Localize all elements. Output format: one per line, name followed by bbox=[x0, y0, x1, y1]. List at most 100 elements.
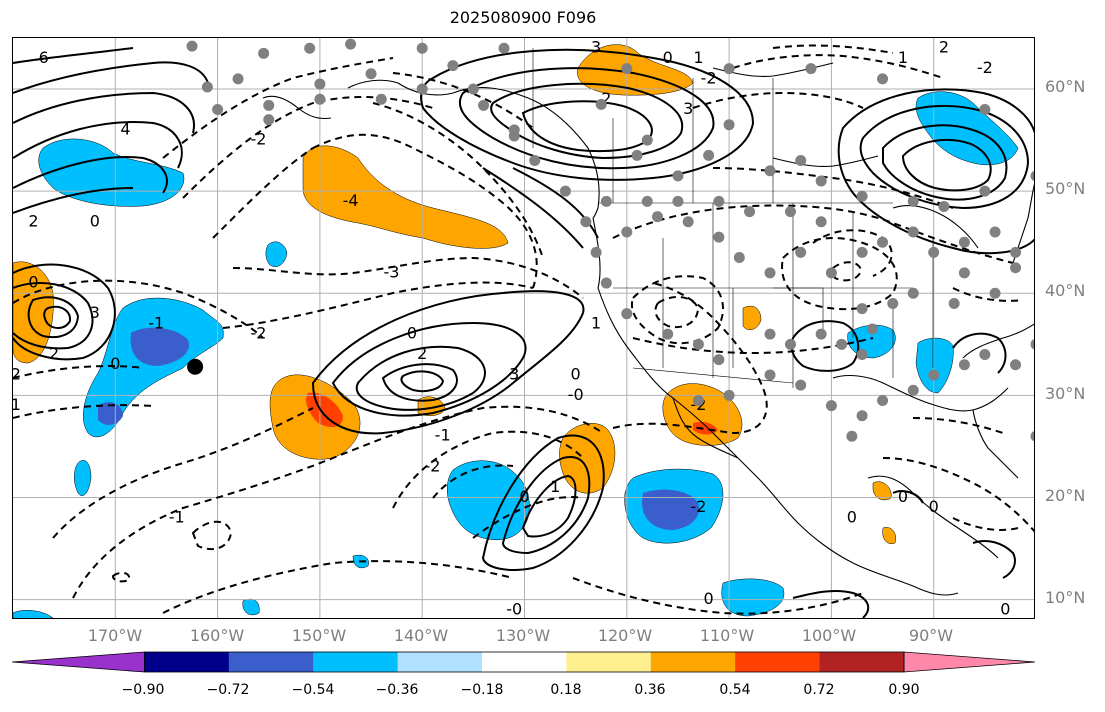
contour-label: -0 bbox=[506, 599, 522, 618]
contour-label: 2 bbox=[939, 38, 949, 57]
station-marker bbox=[641, 195, 653, 207]
station-marker bbox=[836, 338, 848, 350]
contour-label: -2 bbox=[251, 324, 267, 343]
station-marker bbox=[559, 185, 571, 197]
station-marker bbox=[948, 297, 960, 309]
lon-label-160w: 160°W bbox=[189, 626, 245, 645]
lon-label-150w: 150°W bbox=[291, 626, 347, 645]
shaded-anomaly-layer bbox=[13, 44, 1019, 618]
contour-label: 1 bbox=[591, 313, 601, 332]
station-marker bbox=[529, 155, 541, 167]
map-plot[interactable]: 6420-2032-2-10-1-2-4-302310-0-1-201-2-2-… bbox=[13, 38, 1035, 619]
colorbar-label-3: −0.54 bbox=[291, 682, 335, 698]
contour-label: -1 bbox=[169, 507, 185, 526]
contour-label: 0 bbox=[110, 354, 120, 373]
station-marker bbox=[856, 190, 868, 202]
contour-label: 0 bbox=[1000, 599, 1010, 618]
station-marker bbox=[692, 394, 704, 406]
station-marker bbox=[703, 149, 715, 161]
contour-label: 0 bbox=[90, 211, 100, 230]
contour-label-layer: 6420-2032-2-10-1-2-4-302310-0-1-201-2-2-… bbox=[13, 38, 1010, 618]
station-marker bbox=[958, 267, 970, 279]
station-marker bbox=[928, 246, 940, 258]
lon-label-130w: 130°W bbox=[495, 626, 551, 645]
station-marker bbox=[764, 369, 776, 381]
lon-label-140w: 140°W bbox=[393, 626, 449, 645]
station-marker bbox=[887, 297, 899, 309]
graticule bbox=[13, 38, 1034, 618]
station-marker bbox=[1030, 339, 1034, 350]
station-marker bbox=[1010, 246, 1022, 258]
lat-label-40n: 40°N bbox=[1045, 281, 1086, 300]
station-marker bbox=[201, 81, 213, 93]
contour-label: 2 bbox=[601, 89, 611, 108]
station-marker bbox=[672, 195, 684, 207]
colorbar-outline bbox=[143, 651, 905, 673]
lat-label-10n: 10°N bbox=[1045, 588, 1086, 607]
map-title: 2025080900 F096 bbox=[449, 8, 597, 27]
station-marker bbox=[713, 195, 725, 207]
station-marker bbox=[508, 124, 520, 136]
station-marker bbox=[600, 195, 612, 207]
contour-label: 1 bbox=[693, 48, 703, 67]
colorbar-segment bbox=[819, 652, 905, 672]
map-frame: 6420-2032-2-10-1-2-4-302310-0-1-201-2-2-… bbox=[12, 37, 1035, 619]
station-marker bbox=[1030, 431, 1034, 442]
station-marker bbox=[692, 338, 704, 350]
station-marker bbox=[416, 83, 428, 95]
station-marker bbox=[723, 119, 735, 131]
station-marker bbox=[1010, 262, 1022, 274]
station-marker bbox=[907, 287, 919, 299]
contour-label: 3 bbox=[591, 38, 601, 57]
colorbar-segment bbox=[482, 652, 567, 672]
contour-label: -2 bbox=[424, 456, 440, 475]
contour-label: -1 bbox=[148, 313, 164, 332]
station-marker bbox=[365, 68, 377, 80]
station-marker bbox=[304, 42, 316, 54]
station-marker bbox=[713, 231, 725, 243]
colorbar-label-10: 0.90 bbox=[888, 682, 920, 698]
station-marker bbox=[263, 99, 275, 111]
colorbar-segment bbox=[313, 652, 399, 672]
contour-label: 2 bbox=[417, 344, 427, 363]
station-marker bbox=[877, 394, 889, 406]
colorbar-segment bbox=[566, 652, 652, 672]
station-marker bbox=[314, 93, 326, 105]
station-marker bbox=[733, 252, 745, 264]
contour-label: 4 bbox=[120, 119, 130, 138]
station-marker bbox=[212, 103, 224, 115]
station-marker bbox=[744, 206, 756, 218]
contour-label: 1 bbox=[898, 48, 908, 67]
station-marker bbox=[641, 134, 653, 146]
contour-label: -2 bbox=[13, 364, 21, 383]
lon-label-90w: 90°W bbox=[908, 626, 954, 645]
location-marker[interactable] bbox=[187, 358, 204, 375]
colorbar-segment bbox=[228, 652, 314, 672]
lat-label-20n: 20°N bbox=[1045, 486, 1086, 505]
station-marker bbox=[784, 338, 796, 350]
station-marker bbox=[713, 354, 725, 366]
coastline-layer bbox=[262, 62, 1034, 596]
station-marker bbox=[764, 328, 776, 340]
station-marker bbox=[907, 384, 919, 396]
station-marker bbox=[590, 246, 602, 258]
observation-stations bbox=[186, 38, 1034, 442]
station-marker bbox=[907, 226, 919, 238]
solid-contours-positive bbox=[13, 47, 1034, 618]
station-marker bbox=[621, 226, 633, 238]
contour-label: -2 bbox=[977, 58, 993, 77]
contour-label: 0 bbox=[898, 487, 908, 506]
contour-label: 0 bbox=[407, 324, 417, 343]
station-marker bbox=[631, 149, 643, 161]
station-marker bbox=[621, 63, 633, 75]
station-marker bbox=[263, 114, 275, 126]
station-marker bbox=[723, 389, 735, 401]
station-marker bbox=[258, 47, 270, 59]
lon-label-100w: 100°W bbox=[801, 626, 857, 645]
contour-label: -2 bbox=[690, 497, 706, 516]
colorbar-label-2: −0.72 bbox=[206, 682, 250, 698]
contour-label: 0 bbox=[704, 589, 714, 608]
lat-label-60n: 60°N bbox=[1045, 77, 1086, 96]
colorbar-left-extend bbox=[12, 651, 145, 673]
colorbar-label-4: −0.36 bbox=[375, 682, 419, 698]
